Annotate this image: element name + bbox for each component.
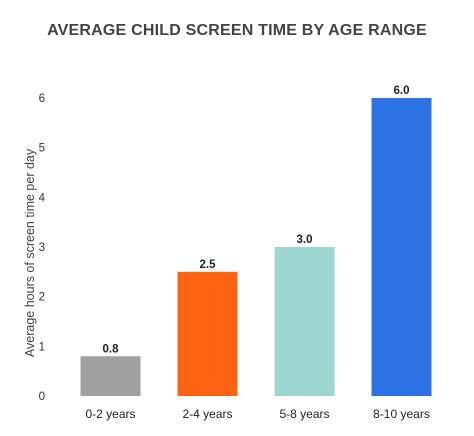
x-tick-label: 2-4 years — [182, 407, 232, 421]
y-axis: 0 1 2 3 4 5 6 — [39, 93, 46, 403]
x-tick-label: 0-2 years — [85, 407, 135, 421]
y-tick-label: 0 — [39, 391, 45, 403]
bar-8-10-years — [371, 98, 432, 396]
y-tick-label: 5 — [39, 143, 45, 155]
bars-group — [80, 98, 432, 396]
x-tick-label: 8-10 years — [373, 407, 430, 421]
data-label: 0.8 — [103, 343, 120, 355]
x-axis: 0-2 years 2-4 years 5-8 years 8-10 years — [85, 407, 429, 421]
y-tick-label: 2 — [39, 292, 45, 304]
x-tick-label: 5-8 years — [279, 407, 329, 421]
chart-title: AVERAGE CHILD SCREEN TIME BY AGE RANGE — [47, 22, 427, 39]
data-label: 6.0 — [394, 85, 410, 97]
y-tick-label: 3 — [39, 242, 45, 254]
y-tick-label: 6 — [39, 93, 45, 105]
bar-2-4-years — [177, 271, 238, 396]
y-tick-label: 1 — [39, 341, 45, 353]
bar-5-8-years — [274, 247, 335, 396]
y-tick-label: 4 — [39, 192, 46, 204]
data-labels-group: 0.8 2.5 3.0 6.0 — [103, 85, 410, 355]
data-label: 2.5 — [200, 259, 217, 271]
bar-0-2-years — [80, 356, 141, 396]
y-axis-title: Average hours of screen time per day — [23, 148, 37, 357]
data-label: 3.0 — [297, 234, 313, 246]
